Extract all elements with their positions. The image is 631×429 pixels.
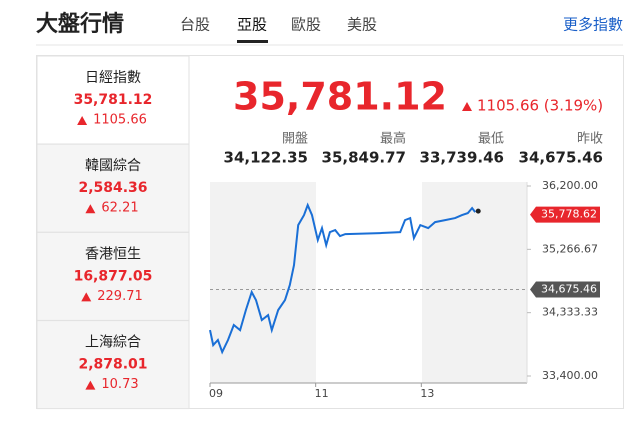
index-value: 35,781.12	[74, 92, 153, 108]
price-change: 1105.66 (3.19%)	[477, 97, 603, 115]
index-value: 2,584.36	[78, 180, 147, 196]
x-tick-label: 09	[209, 387, 223, 400]
index-value: 16,877.05	[74, 268, 153, 284]
stats: 開盤 34,122.35 最高 35,849.77 最低 33,739.46 昨收 34,67…	[224, 131, 603, 167]
session-band	[210, 182, 316, 383]
up-arrow	[77, 116, 88, 125]
page-title: 大盤行情	[36, 11, 124, 37]
x-tick-label: 13	[420, 387, 434, 400]
y-tick-label: 34,333.33	[542, 306, 598, 319]
stat-value: 34,122.35	[224, 149, 308, 167]
index-item[interactable]	[36, 320, 190, 410]
chart: 33,400.00 34,333.33 35,266.67 36,200.00 09 11…	[209, 179, 600, 400]
price: 35,781.12	[233, 75, 447, 119]
index-item[interactable]	[36, 143, 190, 233]
stat-label: 最低	[478, 132, 504, 147]
stat-label: 昨收	[577, 132, 603, 147]
stat-value: 33,739.46	[420, 149, 504, 167]
x-tick-label: 11	[315, 387, 329, 400]
more-link[interactable]: 更多指數	[563, 16, 623, 34]
y-tick-label: 35,266.67	[542, 242, 598, 255]
session-band	[422, 182, 527, 383]
up-arrow	[85, 204, 96, 214]
reference-tag	[530, 281, 600, 298]
index-name: 韓國綜合	[85, 158, 141, 174]
up-arrow	[81, 292, 92, 302]
up-arrow	[462, 102, 472, 111]
tab[interactable]: 台股	[180, 16, 210, 34]
y-tick-label: 36,200.00	[542, 179, 598, 192]
stat-value: 34,675.46	[519, 149, 603, 167]
y-tick-label: 33,400.00	[542, 369, 598, 382]
index-name: 香港恒生	[85, 246, 141, 262]
sidebar: 日經指數 35,781.12 1105.66 韓國綜合 2,584.36 62.21 香港恒…	[36, 55, 190, 410]
stat-label: 開盤	[282, 132, 308, 147]
price-line	[209, 202, 476, 355]
last-point	[475, 208, 481, 214]
up-arrow	[85, 380, 96, 390]
index-change: 10.73	[101, 377, 138, 392]
index-change: 1105.66	[93, 113, 147, 128]
index-change: 229.71	[97, 289, 143, 304]
index-item[interactable]	[36, 55, 190, 145]
index-change: 62.21	[101, 201, 138, 216]
index-value: 2,878.01	[78, 357, 147, 373]
stat-value: 35,849.77	[322, 149, 406, 167]
price-tag-label: 35,778.62	[541, 208, 597, 221]
price-tag	[530, 206, 600, 223]
tab[interactable]: 美股	[347, 16, 377, 34]
index-item[interactable]	[36, 231, 190, 321]
tabs: 台股 亞股 歐股 美股	[180, 16, 377, 43]
index-name: 上海綜合	[85, 335, 141, 351]
tab[interactable]: 亞股	[237, 16, 267, 34]
reference-label: 34,675.46	[541, 282, 597, 295]
stat-label: 最高	[380, 131, 406, 147]
tab[interactable]: 歐股	[291, 16, 321, 34]
tab-underline	[237, 40, 268, 43]
index-name: 日經指數	[85, 70, 141, 86]
